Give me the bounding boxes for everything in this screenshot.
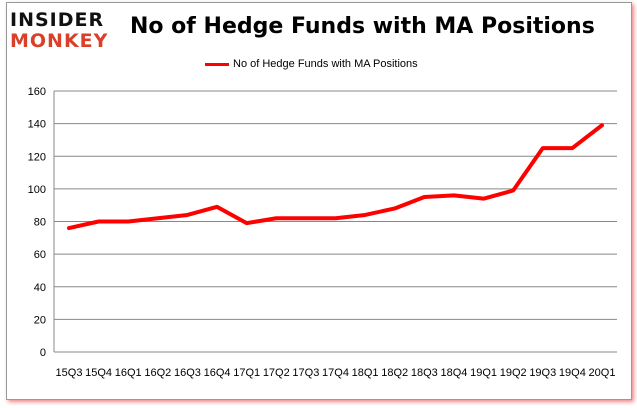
x-tick-label: 19Q4 bbox=[559, 367, 586, 379]
x-tick-label: 20Q1 bbox=[589, 367, 616, 379]
x-tick-label: 16Q3 bbox=[174, 367, 201, 379]
x-tick-label: 16Q2 bbox=[144, 367, 171, 379]
y-tick-label: 120 bbox=[28, 151, 46, 163]
x-tick-label: 15Q4 bbox=[85, 367, 112, 379]
x-tick-label: 17Q3 bbox=[292, 367, 319, 379]
x-tick-label: 18Q4 bbox=[440, 367, 467, 379]
series-line bbox=[67, 123, 604, 231]
x-tick-label: 18Q2 bbox=[381, 367, 408, 379]
y-tick-label: 20 bbox=[34, 314, 46, 326]
x-tick-label: 19Q3 bbox=[529, 367, 556, 379]
x-tick-label: 17Q1 bbox=[233, 367, 260, 379]
x-tick-label: 19Q2 bbox=[500, 367, 527, 379]
logo-line2: MONKEY bbox=[10, 30, 109, 52]
y-tick-label: 0 bbox=[40, 347, 46, 359]
y-tick-label: 80 bbox=[34, 217, 46, 229]
chart-title: No of Hedge Funds with MA Positions bbox=[130, 14, 595, 39]
x-tick-label: 19Q1 bbox=[470, 367, 497, 379]
logo-line1: INSIDER bbox=[10, 9, 105, 31]
y-tick-label: 160 bbox=[28, 86, 46, 98]
x-tick-label: 18Q1 bbox=[352, 367, 379, 379]
y-tick-label: 140 bbox=[28, 119, 46, 131]
y-tick-label: 40 bbox=[34, 282, 46, 294]
y-tick-label: 100 bbox=[28, 184, 46, 196]
x-tick-label: 16Q4 bbox=[204, 367, 231, 379]
legend-label: No of Hedge Funds with MA Positions bbox=[233, 58, 418, 70]
x-tick-label: 15Q3 bbox=[56, 367, 83, 379]
insider-monkey-logo: INSIDER MONKEY bbox=[10, 10, 120, 54]
x-tick-label: 17Q2 bbox=[263, 367, 290, 379]
legend-swatch bbox=[205, 62, 229, 66]
x-tick-label: 17Q4 bbox=[322, 367, 349, 379]
legend: No of Hedge Funds with MA Positions bbox=[205, 58, 418, 70]
x-tick-label: 16Q1 bbox=[115, 367, 142, 379]
chart-frame bbox=[6, 2, 632, 400]
x-tick-label: 18Q3 bbox=[411, 367, 438, 379]
y-tick-label: 60 bbox=[34, 249, 46, 261]
